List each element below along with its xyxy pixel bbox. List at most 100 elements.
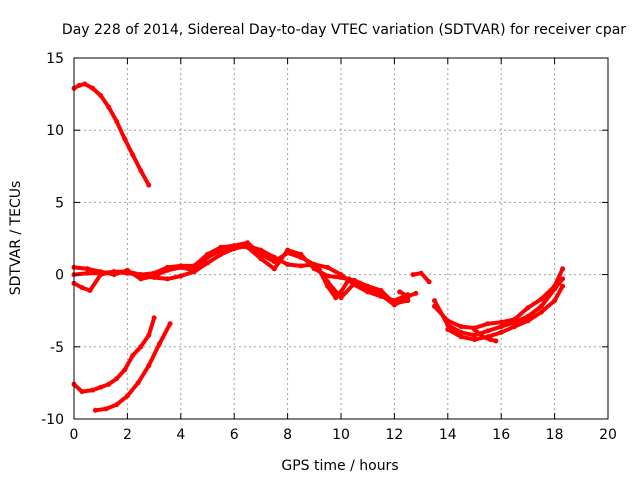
data-point	[525, 318, 531, 324]
x-tick-label: 12	[385, 427, 403, 443]
x-tick-label: 4	[176, 427, 185, 443]
data-point	[472, 332, 477, 338]
data-point	[146, 182, 152, 188]
data-point	[167, 321, 173, 327]
data-point	[135, 380, 141, 386]
data-point	[552, 298, 558, 304]
y-tick-label: -5	[50, 340, 64, 356]
x-tick-label: 2	[123, 427, 132, 443]
data-point	[218, 244, 224, 250]
data-point	[325, 283, 331, 289]
axis-ticks	[73, 57, 609, 420]
data-point	[151, 315, 157, 321]
data-point	[397, 289, 403, 295]
data-point	[258, 256, 264, 262]
data-point	[92, 407, 98, 413]
data-point	[231, 243, 237, 249]
data-point	[114, 402, 120, 408]
series-arc-low-2	[93, 321, 173, 413]
data-point	[271, 266, 277, 272]
data-point	[317, 267, 323, 273]
data-point	[271, 259, 277, 265]
x-tick-label: 6	[230, 427, 239, 443]
data-point	[205, 260, 210, 266]
data-point	[552, 283, 558, 289]
series-main-7	[445, 284, 565, 342]
y-tick-labels: -10 -5 0 5 10 15	[41, 51, 64, 428]
data-point	[538, 309, 544, 315]
data-point	[218, 251, 224, 257]
data-point	[338, 289, 344, 295]
data-point	[538, 303, 544, 309]
data-point	[488, 337, 493, 343]
data-point	[191, 263, 197, 269]
data-point	[413, 290, 419, 296]
x-tick-label: 10	[332, 427, 350, 443]
data-point	[485, 328, 491, 334]
data-point	[138, 168, 144, 174]
data-point	[79, 389, 85, 395]
x-tick-label: 8	[283, 427, 292, 443]
data-point	[378, 288, 384, 293]
data-point	[114, 119, 120, 124]
y-tick-label: 10	[46, 123, 64, 139]
data-point	[138, 272, 144, 278]
data-point	[346, 276, 352, 282]
y-axis-title: SDTVAR / TECUs	[8, 181, 24, 296]
data-point	[560, 283, 566, 289]
data-point	[472, 327, 477, 332]
data-point	[138, 344, 144, 350]
data-point	[298, 254, 304, 260]
data-point	[164, 264, 170, 270]
series-arc-high	[72, 82, 151, 188]
data-point	[458, 329, 464, 335]
data-point	[114, 376, 120, 382]
y-tick-label: 5	[55, 195, 64, 211]
data-point	[298, 263, 304, 269]
series-main-8	[472, 327, 498, 343]
data-point	[191, 267, 197, 273]
data-point	[84, 266, 90, 272]
x-tick-label: 20	[599, 427, 617, 443]
data-point	[560, 266, 566, 272]
data-point	[122, 136, 128, 142]
data-point	[87, 288, 93, 293]
data-point	[472, 337, 477, 343]
x-tick-labels: 0 2 4 6 8 10 12 14 16 18 20	[70, 427, 617, 443]
data-point	[311, 262, 317, 267]
data-point	[365, 286, 371, 292]
data-point	[79, 285, 85, 291]
series-main-3	[72, 240, 410, 307]
data-point	[426, 279, 432, 285]
data-point	[485, 321, 491, 327]
y-tick-label: 15	[46, 51, 64, 67]
x-tick-label: 14	[439, 427, 457, 443]
data-point	[338, 275, 344, 280]
data-point	[258, 251, 264, 257]
data-point	[84, 270, 90, 276]
data-point	[146, 363, 152, 369]
data-point	[98, 384, 104, 390]
x-axis-title: GPS time / hours	[281, 458, 398, 474]
y-tick-label: 0	[55, 268, 64, 284]
data-point	[130, 152, 136, 158]
data-point	[560, 276, 566, 282]
data-point	[525, 305, 531, 311]
data-point	[391, 302, 397, 308]
data-point	[178, 273, 184, 279]
data-point	[458, 334, 464, 340]
data-point	[90, 387, 96, 393]
data-point	[285, 262, 291, 267]
data-point	[138, 276, 144, 282]
data-point	[130, 353, 136, 358]
y-tick-label: -10	[41, 412, 64, 428]
data-point	[90, 85, 96, 91]
data-point	[103, 406, 109, 412]
data-point	[410, 272, 416, 278]
data-point	[458, 324, 464, 330]
data-point	[405, 293, 411, 299]
data-point	[512, 316, 517, 322]
data-point	[445, 327, 451, 332]
data-point	[178, 263, 184, 269]
data-point	[351, 280, 357, 286]
